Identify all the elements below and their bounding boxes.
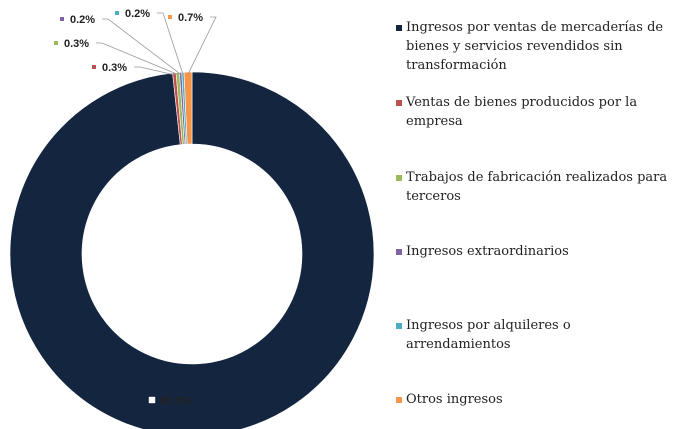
- legend-swatch: [396, 25, 402, 31]
- legend-label: Ventas de bienes producidos por la empre…: [406, 95, 638, 129]
- legend-item: Ingresos por ventas de mercaderías de bi…: [394, 18, 673, 75]
- data-label: 0.3%: [64, 38, 89, 50]
- label-marker: [168, 15, 172, 19]
- leader-line: [157, 12, 184, 75]
- data-label: 0.2%: [125, 8, 150, 20]
- legend-label: Ingresos por ventas de mercaderías de bi…: [406, 20, 664, 73]
- label-marker: [147, 395, 157, 405]
- legend-swatch: [396, 100, 402, 106]
- leader-line: [134, 66, 175, 76]
- legend-item: Otros ingresos: [394, 390, 673, 409]
- legend-label: Ingresos extraordinarios: [406, 244, 569, 259]
- legend-label: Trabajos de fabricación realizados para …: [406, 170, 668, 204]
- label-marker: [115, 11, 119, 15]
- label-marker: [92, 65, 96, 69]
- legend-swatch: [396, 249, 402, 255]
- legend-swatch: [396, 175, 402, 181]
- leader-line: [102, 18, 181, 75]
- legend-label: Ingresos por alquileres o arrendamientos: [406, 318, 571, 352]
- legend-swatch: [396, 397, 402, 403]
- data-label: 0.3%: [102, 62, 127, 74]
- legend-item: Trabajos de fabricación realizados para …: [394, 168, 673, 206]
- data-label: 98.3%: [160, 395, 191, 407]
- slice: [9, 71, 375, 429]
- label-marker: [60, 17, 64, 21]
- slice: [183, 71, 193, 145]
- leader-line: [187, 16, 217, 75]
- label-marker: [54, 41, 58, 45]
- legend-item: Ventas de bienes producidos por la empre…: [394, 93, 673, 131]
- legend-label: Otros ingresos: [406, 392, 503, 407]
- data-label: 0.2%: [70, 14, 95, 26]
- leader-line: [96, 42, 179, 75]
- data-label: 0.7%: [178, 12, 203, 24]
- legend-item: Ingresos por alquileres o arrendamientos: [394, 316, 673, 354]
- legend-item: Ingresos extraordinarios: [394, 242, 673, 261]
- legend-swatch: [396, 323, 402, 329]
